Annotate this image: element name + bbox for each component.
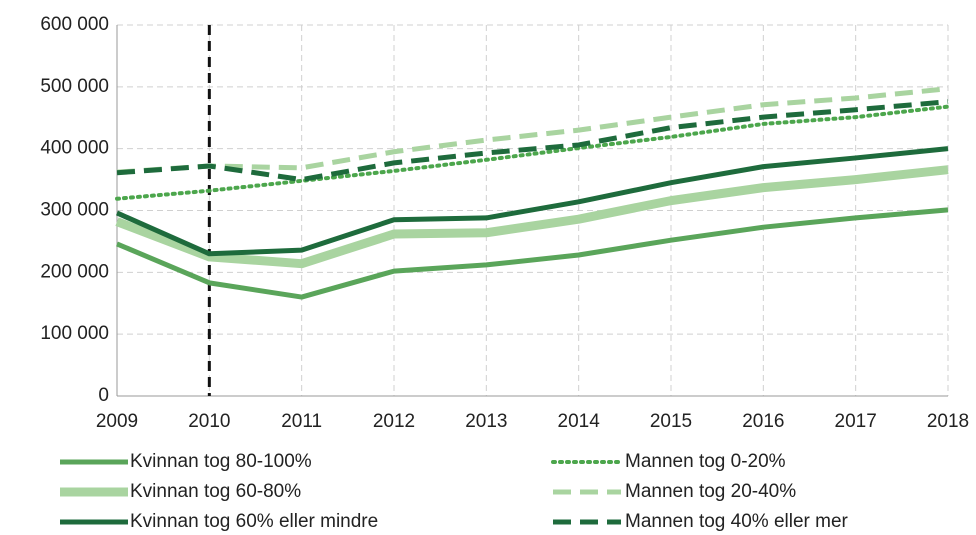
x-tick-label: 2012	[373, 411, 415, 432]
legend-label: Mannen tog 0-20%	[625, 451, 786, 472]
x-tick-label: 2009	[96, 411, 138, 432]
x-tick-label: 2016	[742, 411, 784, 432]
x-tick-label: 2017	[835, 411, 877, 432]
x-tick-label: 2014	[558, 411, 601, 432]
series-line	[116, 86, 949, 175]
series-line	[115, 165, 949, 269]
x-tick-label: 2013	[465, 411, 507, 432]
series-line	[115, 104, 950, 201]
y-tick-label: 600 000	[40, 14, 109, 35]
y-tick-label: 0	[98, 385, 109, 406]
series-line	[116, 99, 949, 183]
legend-label: Mannen tog 40% eller mer	[625, 511, 849, 532]
x-tick-label: 2010	[188, 411, 230, 432]
y-tick-label: 400 000	[40, 138, 109, 159]
y-tick-label: 300 000	[40, 200, 109, 221]
x-tick-label: 2015	[650, 411, 692, 432]
series-line	[116, 207, 949, 300]
x-tick-label: 2018	[927, 411, 969, 432]
legend-label: Kvinnan tog 80-100%	[130, 451, 312, 472]
y-tick-label: 100 000	[40, 323, 109, 344]
series-line	[115, 146, 949, 257]
x-tick-label: 2011	[281, 411, 322, 432]
legend-label: Kvinnan tog 60-80%	[130, 481, 301, 502]
legend-label: Kvinnan tog 60% eller mindre	[130, 511, 378, 532]
y-tick-label: 200 000	[40, 261, 109, 282]
legend-label: Mannen tog 20-40%	[625, 481, 796, 502]
y-tick-label: 500 000	[40, 76, 109, 97]
